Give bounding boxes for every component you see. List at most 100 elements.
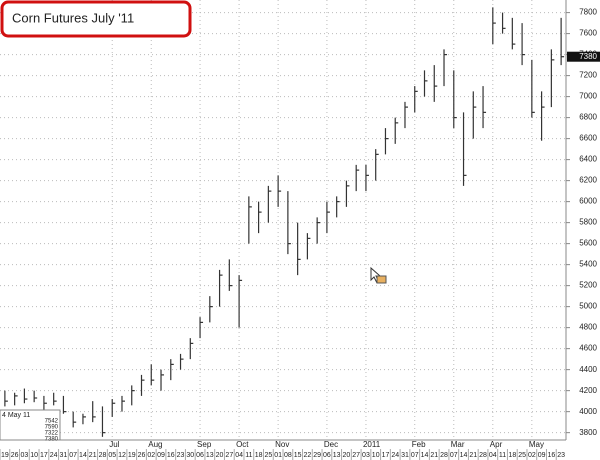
y-tick-label: 7600	[579, 29, 597, 38]
x-tick-label: 30	[186, 452, 194, 459]
x-tick-label: 07	[450, 452, 458, 459]
x-tick-label: 17	[40, 452, 48, 459]
y-tick-label: 5000	[579, 302, 597, 311]
x-month-label: Apr	[490, 440, 503, 449]
x-tick-label: 23	[177, 452, 185, 459]
x-month-label: Sep	[197, 440, 212, 449]
info-date: 4 May 11	[2, 412, 30, 419]
x-month-label: 2011	[363, 440, 381, 449]
x-tick-label: 24	[391, 452, 399, 459]
x-month-label: Feb	[412, 440, 426, 449]
x-tick-label: 28	[99, 452, 107, 459]
x-tick-label: 03	[20, 452, 28, 459]
x-tick-label: 21	[89, 452, 97, 459]
x-tick-label: 08	[284, 452, 292, 459]
cursor-icon	[370, 266, 387, 284]
x-tick-label: 09	[157, 452, 165, 459]
x-tick-label: 13	[333, 452, 341, 459]
x-tick-label: 11	[499, 452, 506, 459]
y-tick-label: 7000	[579, 92, 597, 101]
y-tick-label: 4600	[579, 344, 597, 353]
x-tick-label: 25	[264, 452, 272, 459]
x-tick-label: 29	[313, 452, 321, 459]
x-tick-label: 24	[50, 452, 58, 459]
x-tick-label: 26	[138, 452, 146, 459]
x-tick-label: 02	[147, 452, 155, 459]
x-tick-label: 19	[128, 452, 136, 459]
y-tick-label: 4200	[579, 386, 597, 395]
x-month-label: Aug	[148, 440, 162, 449]
x-tick-label: 07	[69, 452, 77, 459]
x-tick-label: 07	[411, 452, 419, 459]
chart-title: Corn Futures July '11	[12, 10, 134, 25]
x-tick-label: 31	[60, 452, 68, 459]
y-tick-label: 4400	[579, 365, 597, 374]
x-tick-label: 21	[430, 452, 438, 459]
x-tick-label: 10	[372, 452, 380, 459]
y-tick-label: 5200	[579, 281, 597, 290]
x-tick-label: 28	[479, 452, 487, 459]
y-tick-label: 5800	[579, 218, 597, 227]
x-tick-label: 20	[216, 452, 224, 459]
x-month-label: Oct	[236, 440, 249, 449]
info-value: 7380	[45, 437, 59, 443]
x-tick-label: 03	[362, 452, 370, 459]
y-tick-label: 6600	[579, 134, 597, 143]
x-tick-label: 15	[294, 452, 302, 459]
x-tick-label: 16	[547, 452, 555, 459]
info-value: 7590	[45, 425, 59, 431]
x-tick-label: 05	[108, 452, 116, 459]
x-tick-label: 27	[352, 452, 360, 459]
info-value: 7322	[45, 431, 59, 437]
title-box	[0, 0, 192, 38]
x-tick-label: 18	[508, 452, 516, 459]
x-tick-label: 22	[303, 452, 311, 459]
last-price: 7380	[579, 52, 597, 61]
x-tick-label: 14	[79, 452, 87, 459]
x-tick-label: 26	[11, 452, 19, 459]
x-month-label: Mar	[451, 440, 465, 449]
x-tick-label: 09	[538, 452, 546, 459]
x-tick-label: 20	[343, 452, 351, 459]
last-price-box	[567, 51, 600, 62]
y-tick-label: 6400	[579, 155, 597, 164]
y-tick-label: 4000	[579, 407, 597, 416]
info-value: 7542	[45, 419, 59, 425]
x-month-label: Jul	[109, 440, 119, 449]
x-tick-label: 31	[401, 452, 409, 459]
x-tick-label: 06	[196, 452, 204, 459]
x-tick-label: 23	[557, 452, 565, 459]
x-tick-label: 19	[1, 452, 9, 459]
x-tick-label: 06	[323, 452, 331, 459]
x-month-label: May	[529, 440, 544, 449]
y-tick-label: 5400	[579, 260, 597, 269]
x-tick-label: 04	[489, 452, 497, 459]
y-tick-label: 6200	[579, 176, 597, 185]
x-tick-label: 16	[167, 452, 175, 459]
x-tick-label: 28	[440, 452, 448, 459]
y-tick-label: 6800	[579, 113, 597, 122]
y-tick-label: 7200	[579, 71, 597, 80]
info-box	[0, 409, 61, 441]
x-tick-label: 17	[382, 452, 390, 459]
x-tick-label: 13	[206, 452, 214, 459]
x-tick-label: 11	[245, 452, 252, 459]
x-tick-label: 14	[460, 452, 468, 459]
x-tick-label: 02	[528, 452, 536, 459]
y-tick-label: 4800	[579, 323, 597, 332]
x-tick-label: 18	[255, 452, 263, 459]
y-tick-label: 5600	[579, 239, 597, 248]
x-tick-label: 27	[225, 452, 233, 459]
x-tick-label: 25	[518, 452, 526, 459]
x-tick-label: 21	[469, 452, 477, 459]
x-tick-label: 10	[30, 452, 38, 459]
y-tick-label: 3800	[579, 428, 597, 437]
x-tick-label: 01	[274, 452, 282, 459]
y-tick-label: 6000	[579, 197, 597, 206]
x-tick-label: 14	[421, 452, 429, 459]
x-tick-label: 12	[118, 452, 126, 459]
y-tick-label: 7800	[579, 8, 597, 17]
x-tick-label: 04	[235, 452, 243, 459]
